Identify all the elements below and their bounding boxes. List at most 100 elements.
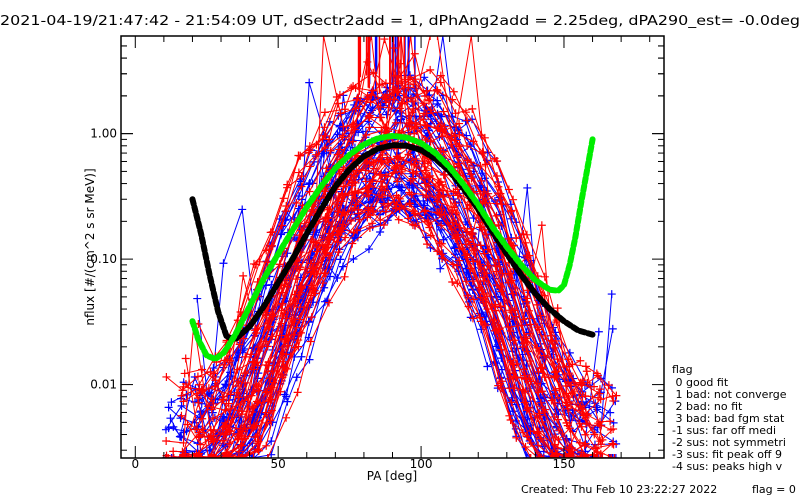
- data-point-marker: [180, 369, 189, 378]
- data-point-marker: [451, 136, 460, 145]
- data-point-marker: [350, 234, 359, 243]
- data-point-marker: [295, 231, 304, 240]
- legend-entry: -4 sus: peaks high v: [672, 460, 783, 473]
- data-point-marker: [434, 123, 443, 132]
- data-point-marker: [507, 398, 516, 407]
- data-point-marker: [350, 187, 359, 196]
- data-series-line: [200, 158, 609, 458]
- data-point-marker: [565, 362, 574, 371]
- data-point-marker: [405, 199, 414, 208]
- data-point-marker: [193, 394, 202, 403]
- data-point-marker: [498, 269, 507, 278]
- data-point-marker: [455, 130, 464, 139]
- data-point-marker: [547, 454, 556, 458]
- data-point-marker: [422, 86, 431, 95]
- data-point-marker: [182, 427, 191, 436]
- data-point-marker: [181, 354, 190, 363]
- data-point-marker: [576, 401, 585, 410]
- data-point-marker: [192, 389, 201, 398]
- data-point-marker: [292, 373, 301, 382]
- data-point-marker: [577, 422, 586, 431]
- data-point-marker: [476, 241, 485, 250]
- created-footer: Created: Thu Feb 10 23:22:27 2022: [521, 483, 717, 496]
- data-point-marker: [525, 374, 534, 383]
- data-point-marker: [280, 309, 289, 318]
- data-point-marker: [307, 281, 316, 290]
- data-point-marker: [295, 265, 304, 274]
- data-point-marker: [222, 454, 231, 458]
- data-point-marker: [450, 203, 459, 212]
- data-point-marker: [466, 264, 475, 273]
- data-point-marker: [575, 454, 584, 458]
- data-point-marker: [406, 94, 415, 103]
- data-point-marker: [266, 385, 275, 394]
- data-point-marker: [608, 392, 617, 401]
- data-point-marker: [562, 419, 571, 428]
- data-point-marker: [553, 443, 562, 452]
- data-point-marker: [311, 238, 320, 247]
- data-point-marker: [451, 199, 460, 208]
- data-point-marker: [512, 234, 521, 243]
- data-point-marker: [426, 65, 435, 74]
- data-point-marker: [233, 454, 242, 458]
- data-series-line: [184, 100, 595, 458]
- data-point-marker: [536, 311, 545, 320]
- legend-entry: 3 bad: bad fgm stat: [672, 412, 785, 425]
- data-point-marker: [348, 137, 357, 146]
- data-point-marker: [219, 259, 228, 268]
- data-point-marker: [226, 427, 235, 436]
- data-point-marker: [320, 269, 329, 278]
- data-point-marker: [550, 412, 559, 421]
- legend-entry: 0 good fit: [672, 376, 729, 389]
- data-point-marker: [221, 406, 230, 415]
- data-point-marker: [262, 441, 271, 450]
- data-point-marker: [454, 198, 463, 207]
- data-point-marker: [268, 332, 277, 341]
- data-point-marker: [565, 445, 574, 454]
- data-point-marker: [238, 454, 247, 458]
- data-point-marker: [468, 314, 477, 323]
- data-point-marker: [254, 437, 263, 446]
- data-point-marker: [196, 440, 205, 449]
- data-point-marker: [477, 176, 486, 185]
- data-point-marker: [411, 221, 420, 230]
- data-point-marker: [537, 454, 546, 458]
- data-point-marker: [236, 454, 245, 458]
- data-point-marker: [433, 247, 442, 256]
- data-series-line: [167, 36, 612, 458]
- data-point-marker: [195, 433, 204, 442]
- data-point-marker: [596, 395, 605, 404]
- data-point-marker: [309, 284, 318, 293]
- data-point-marker: [409, 174, 418, 183]
- data-series-line: [166, 126, 586, 458]
- data-point-marker: [454, 230, 463, 239]
- data-point-marker: [578, 392, 587, 401]
- data-point-marker: [568, 389, 577, 398]
- data-point-marker: [410, 124, 419, 133]
- data-point-marker: [611, 454, 620, 458]
- data-point-marker: [467, 36, 476, 40]
- data-point-marker: [563, 454, 572, 458]
- data-point-marker: [404, 214, 413, 223]
- data-point-marker: [198, 425, 207, 434]
- data-point-marker: [305, 142, 314, 151]
- x-tick-label: 150: [553, 457, 576, 471]
- data-point-marker: [436, 264, 445, 273]
- data-point-marker: [482, 269, 491, 278]
- data-point-marker: [610, 454, 619, 458]
- data-point-marker: [379, 220, 388, 229]
- data-point-marker: [608, 439, 617, 448]
- data-point-marker: [321, 144, 330, 153]
- data-point-marker: [522, 251, 531, 260]
- y-tick-label: 0.01: [90, 378, 117, 392]
- data-point-marker: [424, 219, 433, 228]
- data-point-marker: [349, 254, 358, 263]
- data-point-marker: [465, 164, 474, 173]
- data-point-marker: [167, 398, 176, 407]
- data-point-marker: [393, 177, 402, 186]
- data-point-marker: [276, 387, 285, 396]
- data-point-marker: [492, 172, 501, 181]
- data-point-marker: [423, 240, 432, 249]
- data-point-marker: [197, 454, 206, 458]
- legend-entry: -1 sus: far off medi: [672, 424, 776, 437]
